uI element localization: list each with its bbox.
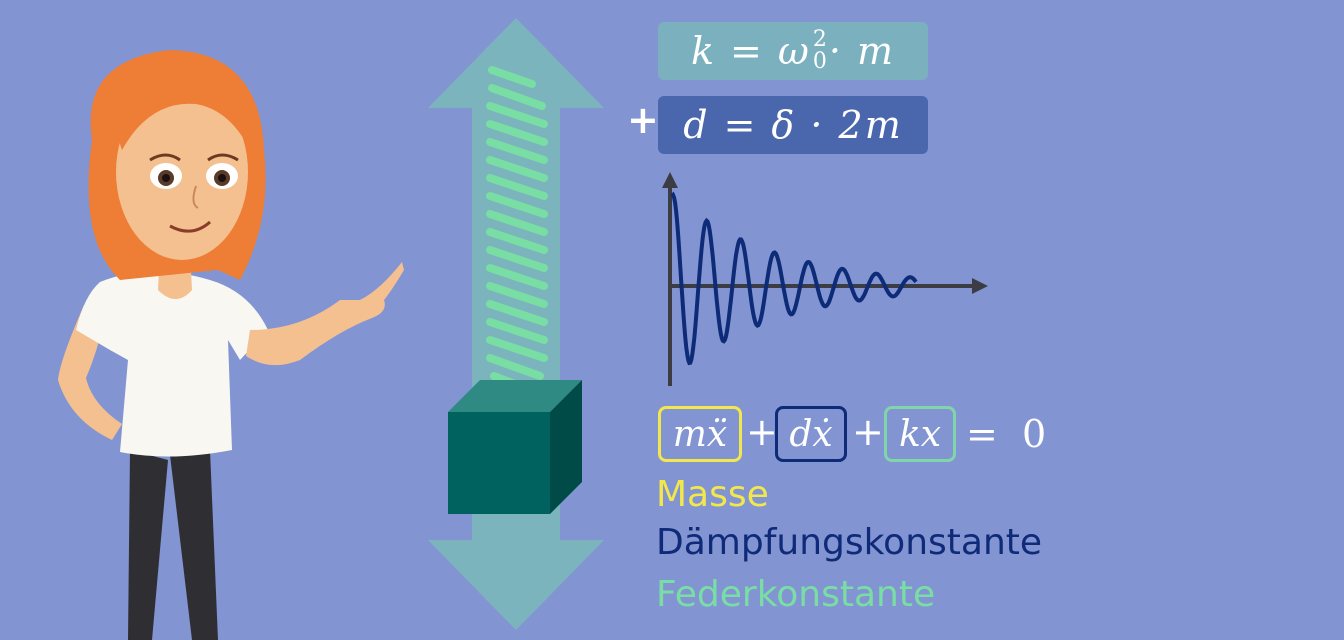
mass-term: mẍ [658, 406, 742, 462]
plus-sign: + [852, 410, 884, 454]
damped-oscillation-graph [662, 172, 988, 386]
mass-block-icon [448, 380, 582, 514]
spring-constant-formula: k = ω 2 0 · m [658, 22, 928, 80]
double-arrow-icon [428, 18, 604, 630]
spring-mass-illustration [428, 18, 604, 630]
plus-sign: + [627, 98, 659, 142]
plus-sign: + [746, 410, 778, 454]
legend-damping: Dämpfungskonstante [656, 522, 1043, 563]
spring-term: kx [884, 406, 956, 462]
damping-constant-formula: d = δ · 2m [658, 96, 928, 154]
legend-spring: Federkonstante [656, 574, 936, 615]
legend-mass: Masse [656, 474, 769, 515]
equation-rhs: = 0 [966, 412, 1047, 456]
spring-icon [486, 66, 548, 394]
damping-term: dẋ [775, 406, 847, 462]
presenter-character [58, 50, 404, 640]
damped-wave-curve [670, 191, 918, 366]
